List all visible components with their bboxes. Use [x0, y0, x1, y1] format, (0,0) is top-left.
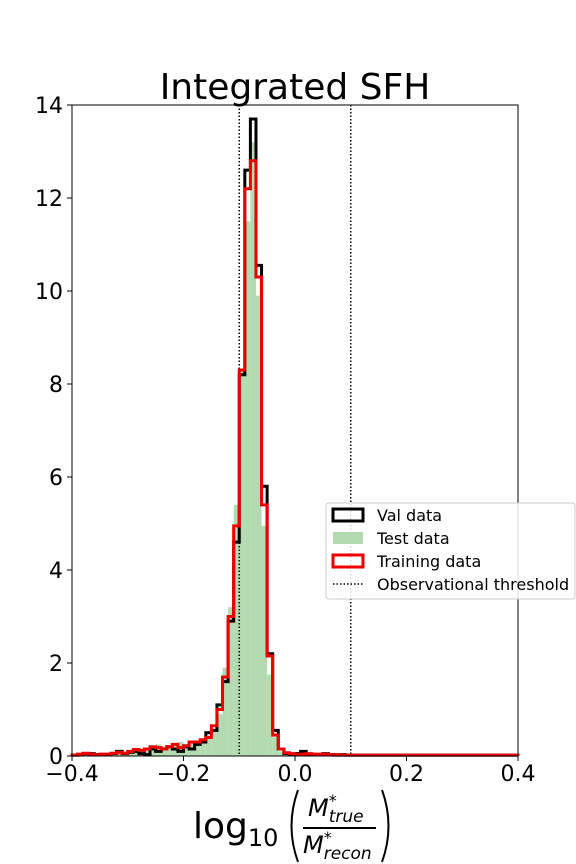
x-tick-label: 0.0 — [278, 762, 313, 787]
test-data-bars — [72, 142, 518, 756]
xlabel-right-paren — [381, 789, 390, 863]
test-data-bar — [272, 737, 279, 756]
xlabel-denominator-sup: * — [324, 828, 332, 847]
x-tick-label: 0.4 — [501, 762, 536, 787]
legend-swatch-test — [333, 532, 363, 544]
test-data-bar — [261, 525, 268, 756]
test-data-bar — [194, 742, 201, 756]
legend-label-threshold: Observational threshold — [377, 575, 569, 594]
test-data-bar — [166, 747, 173, 756]
test-data-bar — [150, 747, 156, 756]
test-data-bar — [211, 730, 217, 756]
svg-text:M*recon: M* recon — [303, 828, 372, 864]
test-data-bar — [205, 737, 212, 756]
xlabel-left-paren — [290, 789, 299, 863]
test-data-bar — [127, 752, 134, 756]
test-data-bar — [255, 295, 262, 756]
svg-text:M*true: M* true — [308, 791, 364, 827]
test-data-bar — [144, 749, 151, 756]
test-data-bar — [278, 751, 284, 756]
xlabel-numerator-sub: true — [329, 807, 364, 827]
y-tick-label: 10 — [35, 280, 63, 305]
plot-frame — [71, 104, 519, 757]
legend-swatch-val — [331, 507, 365, 523]
xlabel-prefix: log — [193, 806, 248, 847]
test-data-bar — [250, 142, 256, 756]
y-tick-label: 12 — [35, 187, 63, 212]
y-axis-ticks: 0 2 4 6 8 10 12 14 — [35, 94, 72, 770]
legend-label-val: Val data — [377, 506, 442, 525]
y-tick-label: 14 — [35, 94, 63, 119]
test-data-bar — [267, 674, 273, 756]
test-data-bar — [233, 504, 240, 756]
legend-swatch-training — [331, 553, 365, 569]
test-data-bar — [172, 745, 178, 756]
legend: Val data Test data Training data Observa… — [325, 502, 576, 600]
y-tick-label: 6 — [49, 466, 63, 491]
test-data-bar — [216, 714, 223, 756]
test-data-bar — [183, 744, 190, 756]
x-tick-label: −0.4 — [45, 762, 98, 787]
xlabel-subscript: 10 — [248, 824, 279, 852]
x-tick-label: 0.2 — [389, 762, 424, 787]
test-data-bar — [133, 751, 139, 756]
xlabel-numerator-sup: * — [329, 791, 337, 810]
test-data-bar — [222, 667, 229, 756]
xlabel-denominator: M — [303, 831, 324, 859]
svg-text:log10: log10 — [193, 806, 278, 852]
legend-label-training: Training data — [376, 552, 481, 571]
xlabel-denominator-sub: recon — [324, 844, 372, 864]
test-data-bar — [161, 746, 167, 756]
y-tick-label: 2 — [49, 652, 63, 677]
test-data-bar — [239, 370, 245, 756]
x-axis-ticks: −0.4 −0.2 0.0 0.2 0.4 — [45, 756, 536, 787]
test-data-bar — [228, 607, 234, 756]
x-axis-label: log10 M* true M* recon — [193, 789, 390, 864]
test-data-bar — [200, 739, 206, 756]
y-tick-label: 8 — [49, 373, 63, 398]
y-tick-label: 0 — [49, 745, 63, 770]
xlabel-numerator: M — [308, 794, 329, 822]
legend-box — [325, 502, 576, 600]
training-data-step — [70, 159, 520, 757]
test-data-bar — [244, 221, 251, 756]
x-tick-label: −0.2 — [157, 762, 210, 787]
val-data-step — [70, 117, 520, 757]
y-tick-label: 4 — [49, 559, 63, 584]
step-series — [70, 117, 520, 757]
test-data-bar — [116, 753, 123, 756]
legend-label-test: Test data — [376, 529, 450, 548]
chart-title: Integrated SFH — [160, 67, 431, 108]
